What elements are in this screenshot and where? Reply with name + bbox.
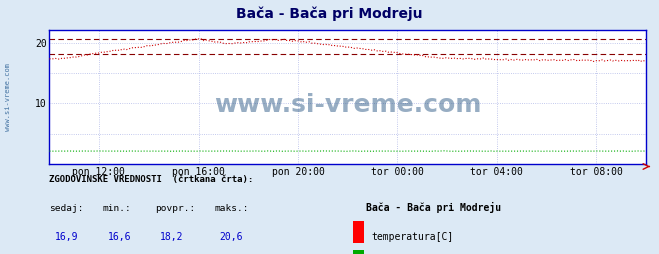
Text: 18,2: 18,2 <box>160 232 184 242</box>
Text: min.:: min.: <box>102 204 131 213</box>
Text: ZGODOVINSKE VREDNOSTI  (črtkana črta):: ZGODOVINSKE VREDNOSTI (črtkana črta): <box>49 174 254 184</box>
Text: 16,9: 16,9 <box>55 232 78 242</box>
Text: www.si-vreme.com: www.si-vreme.com <box>214 93 481 117</box>
Text: sedaj:: sedaj: <box>49 204 84 213</box>
Text: Bača - Bača pri Modreju: Bača - Bača pri Modreju <box>366 202 501 213</box>
Text: 20,6: 20,6 <box>219 232 243 242</box>
Text: www.si-vreme.com: www.si-vreme.com <box>5 62 11 131</box>
Text: maks.:: maks.: <box>214 204 248 213</box>
Text: povpr.:: povpr.: <box>155 204 195 213</box>
Text: 16,6: 16,6 <box>107 232 131 242</box>
Text: Bača - Bača pri Modreju: Bača - Bača pri Modreju <box>236 6 423 21</box>
Text: temperatura[C]: temperatura[C] <box>371 232 453 242</box>
